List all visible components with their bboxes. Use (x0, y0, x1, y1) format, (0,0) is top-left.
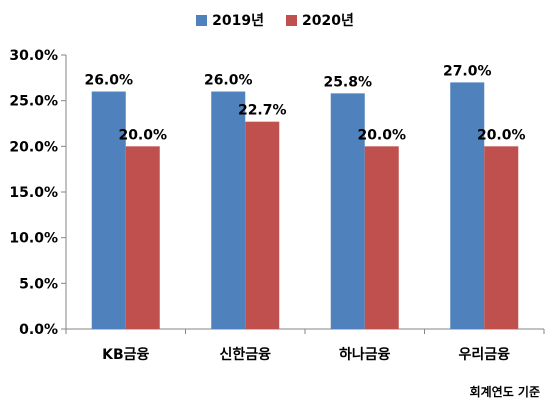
legend-swatch-2019 (196, 14, 208, 26)
x-tick-label: 우리금융 (458, 347, 510, 363)
legend-swatch-2020 (286, 14, 297, 26)
y-tick-label: 30.0% (9, 48, 58, 64)
x-tick-label: KB금융 (102, 347, 149, 363)
data-label: 27.0% (443, 63, 492, 79)
bar (484, 146, 519, 329)
legend-item-2019: 2019년 (196, 10, 264, 30)
bar (211, 91, 246, 330)
legend-label-2019: 2019년 (212, 13, 264, 29)
legend-label-2020: 2020년 (302, 13, 354, 29)
bar (450, 82, 485, 330)
bar (364, 146, 399, 329)
bar (125, 146, 160, 329)
footnote: 회계연도 기준 (469, 385, 540, 399)
bar (245, 121, 280, 329)
data-label: 20.0% (118, 127, 167, 143)
x-tick-label: 신한금융 (219, 347, 271, 363)
y-tick-label: 25.0% (9, 94, 58, 110)
data-label: 26.0% (204, 73, 253, 89)
data-label: 20.0% (477, 127, 526, 143)
y-tick-label: 15.0% (9, 185, 58, 201)
legend-item-2020: 2020년 (286, 10, 354, 30)
y-tick-label: 10.0% (9, 231, 58, 247)
data-label: 20.0% (357, 127, 406, 143)
data-label: 25.8% (323, 74, 372, 90)
bar (330, 93, 365, 329)
bar (91, 91, 126, 330)
data-label: 26.0% (84, 73, 133, 89)
y-tick-label: 20.0% (9, 139, 58, 155)
legend: 2019년 2020년 (0, 10, 550, 30)
y-tick-label: 0.0% (19, 322, 58, 338)
x-tick-label: 하나금융 (339, 346, 391, 363)
data-label: 22.7% (238, 103, 287, 119)
y-tick-label: 5.0% (19, 276, 58, 292)
